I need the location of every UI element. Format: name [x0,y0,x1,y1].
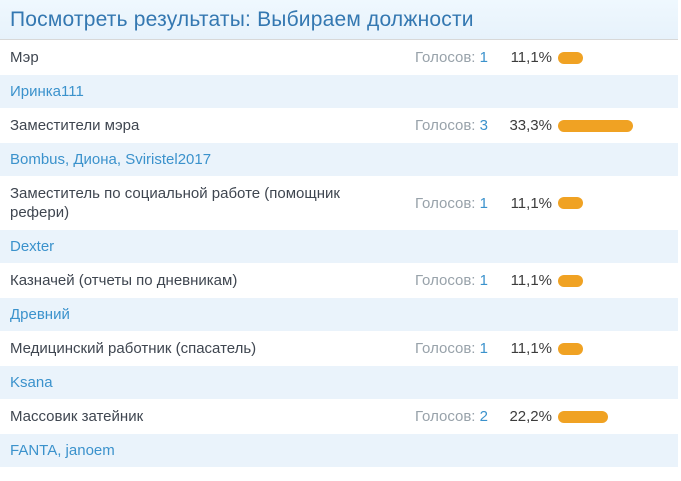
voter-names-link[interactable]: Иринка111 [10,83,84,100]
vote-count: Голосов: 1 [400,340,488,357]
poll-voters-row: FANTA, janoem [0,434,678,467]
votes-label: Голосов: [414,117,480,134]
percent-bar-cell [552,410,678,423]
vote-count: Голосов: 2 [400,408,488,425]
vote-count: Голосов: 3 [400,117,488,134]
percent-bar [558,410,608,423]
percent-bar-cell [552,274,678,287]
percent-bar-cell [552,342,678,355]
poll-option-row: Заместители мэра Голосов: 3 33,3% [0,108,678,143]
votes-number[interactable]: 2 [479,408,488,425]
poll-option-label: Заместители мэра [10,117,140,134]
percent-bar-cell [552,197,678,209]
percent-bar [558,342,583,355]
percent-label: 11,1% [510,49,552,66]
voter-names-link[interactable]: Древний [10,306,70,323]
poll-header: Посмотреть результаты: Выбираем должност… [0,0,678,40]
voter-names-link[interactable]: Dexter [10,238,55,255]
votes-label: Голосов: [414,49,480,66]
poll-option-label: Казначей (отчеты по дневникам) [10,272,238,289]
votes-label: Голосов: [414,408,480,425]
poll-results-panel: Посмотреть результаты: Выбираем должност… [0,0,678,467]
vote-count: Голосов: 1 [400,49,488,66]
percent-label: 33,3% [509,117,552,134]
percent-label: 11,1% [510,194,552,212]
voter-names-link[interactable]: Ksana [10,374,53,391]
poll-voters-row: Dexter [0,230,678,263]
poll-voters-row: Bombus, Диона, Sviristel2017 [0,143,678,176]
percent-label: 11,1% [510,340,552,357]
poll-option-row: Медицинский работник (спасатель) Голосов… [0,331,678,366]
votes-number[interactable]: 1 [479,340,488,357]
poll-voters-row: Ksana [0,366,678,399]
poll-option-label: Медицинский работник (спасатель) [10,340,257,357]
poll-option-row: Массовик затейник Голосов: 2 22,2% [0,399,678,434]
poll-voters-row: Древний [0,298,678,331]
percent-bar [558,197,583,209]
poll-options-list: Мэр Голосов: 1 11,1% Иринка111 Заместите… [0,40,678,467]
percent-bar-cell [552,119,678,132]
poll-option-label: Мэр [10,49,39,66]
percent-bar-cell [552,51,678,64]
votes-label: Голосов: [414,340,480,357]
voter-names-link[interactable]: FANTA, janoem [10,442,115,459]
vote-count: Голосов: 1 [400,272,488,289]
poll-voters-row: Иринка111 [0,75,678,108]
votes-number[interactable]: 3 [479,117,488,134]
votes-label: Голосов: [414,272,480,289]
votes-label: Голосов: [414,194,480,212]
poll-title: Посмотреть результаты: Выбираем должност… [10,7,474,31]
voter-names-link[interactable]: Bombus, Диона, Sviristel2017 [10,151,212,168]
votes-number[interactable]: 1 [479,272,488,289]
percent-bar [558,51,583,64]
vote-count: Голосов: 1 [400,195,488,212]
percent-bar [558,119,633,132]
poll-option-row: Казначей (отчеты по дневникам) Голосов: … [0,263,678,298]
percent-label: 22,2% [509,408,552,425]
votes-number[interactable]: 1 [479,49,488,66]
poll-option-row: Мэр Голосов: 1 11,1% [0,40,678,75]
poll-option-row: Заместитель по социальной работе (помощн… [0,176,678,230]
poll-option-label: Заместитель по социальной работе (помощн… [10,185,340,221]
percent-label: 11,1% [510,272,552,289]
percent-bar [558,274,583,287]
poll-option-label: Массовик затейник [10,408,144,425]
votes-number[interactable]: 1 [479,194,488,212]
